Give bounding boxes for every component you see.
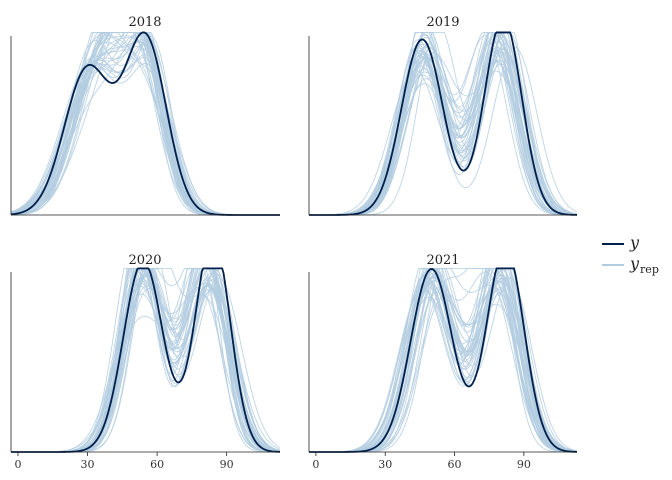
panel-title: 2019 (426, 15, 459, 30)
panel-title: 2018 (128, 15, 161, 30)
x-tick-label: 60 (150, 458, 164, 471)
legend-label-yrep-sub: rep (640, 263, 659, 276)
legend: y yrep (602, 233, 659, 276)
facet-panel-2020: 2020 0 30 60 90 (10, 253, 281, 471)
facet-panel-2019: 2019 (308, 15, 578, 216)
facet-panel-2018: 2018 (10, 15, 280, 216)
facet-panel-2021: 2021 0 30 60 90 (308, 253, 578, 471)
panel-title: 2020 (128, 253, 161, 268)
y-density-line (309, 31, 578, 216)
legend-label-y: y (629, 233, 640, 252)
x-tick-label: 90 (517, 458, 531, 471)
legend-label-yrep-main: y (629, 254, 640, 273)
x-tick-label: 60 (448, 458, 462, 471)
legend-label-yrep: yrep (629, 254, 659, 276)
yrep-density-line (309, 43, 578, 216)
x-tick-label: 30 (378, 458, 392, 471)
x-tick-label: 90 (220, 458, 234, 471)
x-tick-label: 0 (312, 458, 319, 471)
x-tick-label: 30 (81, 458, 95, 471)
x-tick-label: 0 (14, 458, 21, 471)
panel-title: 2021 (426, 253, 459, 268)
